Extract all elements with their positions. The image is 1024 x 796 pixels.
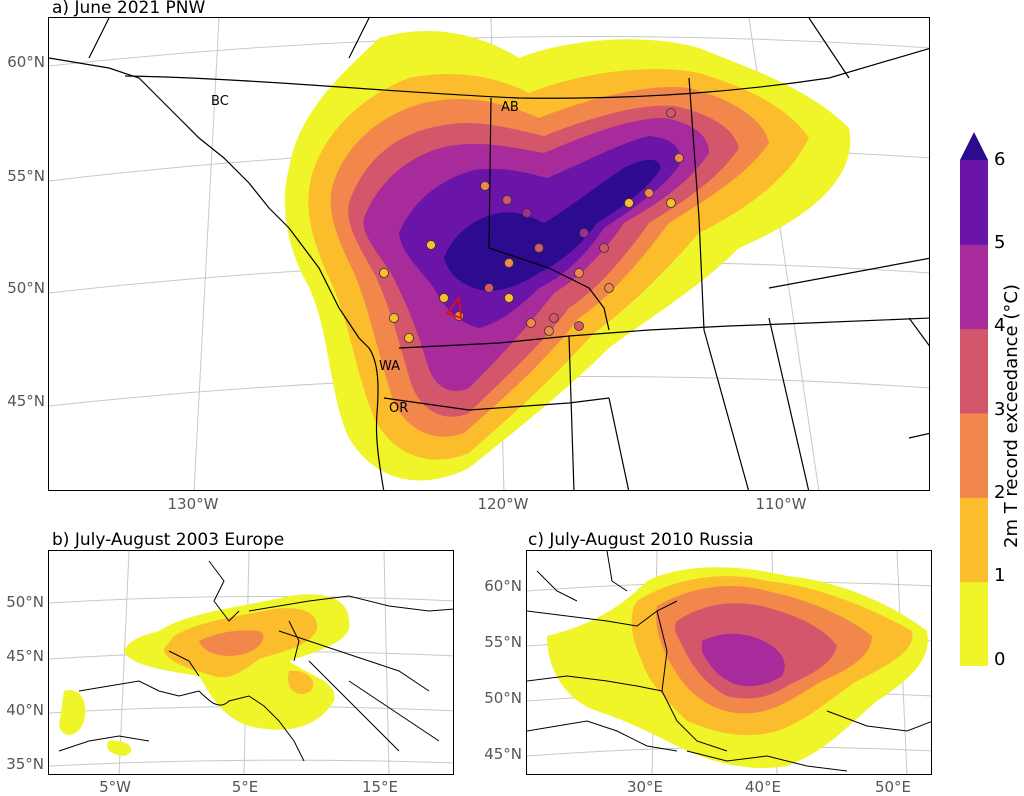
station-marker xyxy=(404,333,414,343)
colorbar-tick: 6 xyxy=(994,149,1006,170)
station-marker xyxy=(389,313,399,323)
panel-b-heat-field xyxy=(59,594,350,756)
colorbar-tick: 1 xyxy=(994,565,1006,586)
station-marker xyxy=(644,188,654,198)
panel-a-lat-tick: 60°N xyxy=(7,53,45,71)
panel-a-station-markers xyxy=(379,108,684,343)
station-marker xyxy=(379,268,389,278)
station-marker xyxy=(504,258,514,268)
colorbar-tick: 5 xyxy=(994,232,1006,253)
station-marker xyxy=(604,283,614,293)
panel-c-lat-tick: 45°N xyxy=(484,745,522,763)
colorbar-segments xyxy=(960,160,988,667)
panel-c-map xyxy=(526,550,932,775)
station-marker xyxy=(624,198,634,208)
panel-b-lon-tick: 15°E xyxy=(361,778,399,796)
colorbar-segment xyxy=(960,328,988,414)
region-label-bc: BC xyxy=(211,94,229,109)
colorbar-tick: 4 xyxy=(994,315,1006,336)
panel-b-lat-tick: 50°N xyxy=(6,593,44,611)
panel-a-svg: BC AB WA OR xyxy=(49,18,929,490)
panel-a-borders xyxy=(49,18,929,490)
colorbar-svg xyxy=(960,132,988,667)
station-marker xyxy=(484,283,494,293)
station-marker xyxy=(426,240,436,250)
colorbar-tick: 2 xyxy=(994,482,1006,503)
panel-c-svg xyxy=(527,551,931,774)
station-marker xyxy=(574,321,584,331)
colorbar-segment xyxy=(960,581,988,667)
panel-c-lon-tick: 50°E xyxy=(874,778,912,796)
colorbar-segment xyxy=(960,413,988,498)
station-marker xyxy=(599,243,609,253)
colorbar-segment xyxy=(960,160,988,245)
panel-b-lon-tick: 5°E xyxy=(231,778,259,796)
region-label-or: OR xyxy=(389,401,408,416)
station-marker xyxy=(502,195,512,205)
colorbar-segment xyxy=(960,497,988,583)
station-marker xyxy=(574,268,584,278)
panel-a-heat-field xyxy=(284,30,851,481)
panel-c-lat-tick: 55°N xyxy=(484,633,522,651)
region-label-ab: AB xyxy=(501,100,519,115)
panel-c-lat-tick: 60°N xyxy=(484,577,522,595)
station-marker xyxy=(674,153,684,163)
panel-c-borders xyxy=(527,551,931,772)
panel-b-map xyxy=(48,550,454,775)
station-marker xyxy=(522,208,532,218)
red-triangle-marker xyxy=(445,295,463,320)
panel-b-lat-tick: 35°N xyxy=(6,755,44,773)
panel-c-lat-tick: 50°N xyxy=(484,689,522,707)
station-marker xyxy=(439,293,449,303)
panel-a-lon-tick: 120°W xyxy=(477,495,529,513)
panel-b-lat-tick: 40°N xyxy=(6,701,44,719)
colorbar-tick: 0 xyxy=(994,649,1006,670)
station-marker xyxy=(526,318,536,328)
panel-a-lat-tick: 45°N xyxy=(7,392,45,410)
panel-a-lat-tick: 55°N xyxy=(7,167,45,185)
colorbar-extend-arrow xyxy=(960,132,988,160)
panel-b-title: b) July-August 2003 Europe xyxy=(52,530,285,550)
station-marker xyxy=(666,198,676,208)
panel-a-lon-tick: 110°W xyxy=(755,495,807,513)
panel-c-lon-tick: 40°E xyxy=(744,778,782,796)
panel-b-lat-tick: 45°N xyxy=(6,647,44,665)
station-marker xyxy=(534,243,544,253)
panel-c-heat-field xyxy=(547,567,928,769)
panel-b-lon-tick: 5°W xyxy=(99,778,131,796)
station-marker xyxy=(480,181,490,191)
colorbar xyxy=(960,132,988,667)
panel-b-coastlines xyxy=(58,560,453,762)
panel-a-map: BC AB WA OR xyxy=(48,17,930,491)
panel-a-lat-tick: 50°N xyxy=(7,279,45,297)
station-marker xyxy=(549,313,559,323)
panel-a-title: a) June 2021 PNW xyxy=(52,0,206,18)
station-marker xyxy=(504,293,514,303)
colorbar-segment xyxy=(960,244,988,330)
region-label-wa: WA xyxy=(379,359,400,374)
panel-c-lon-tick: 30°E xyxy=(626,778,664,796)
colorbar-label: 2m T record exceedance (°C) xyxy=(1001,284,1022,548)
station-marker xyxy=(579,228,589,238)
station-marker xyxy=(544,326,554,336)
panel-a-lon-tick: 130°W xyxy=(167,495,219,513)
station-marker xyxy=(666,108,676,118)
panel-c-title: c) July-August 2010 Russia xyxy=(528,530,754,550)
colorbar-tick: 3 xyxy=(994,399,1006,420)
panel-b-svg xyxy=(49,551,453,774)
